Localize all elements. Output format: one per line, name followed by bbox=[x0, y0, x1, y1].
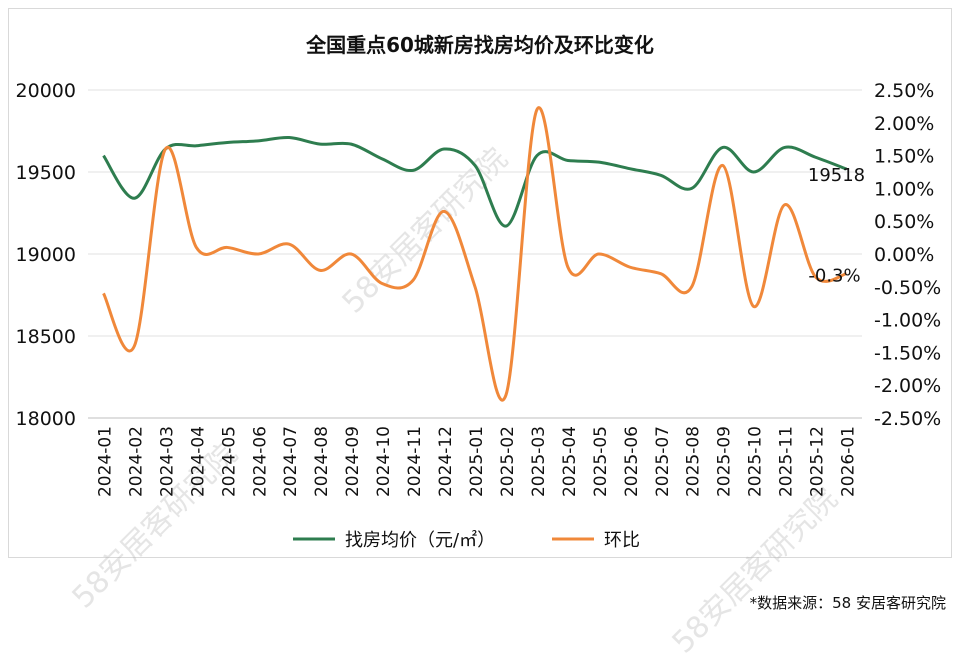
x-tick-label: 2024-09 bbox=[343, 426, 363, 497]
x-tick-label: 2025-02 bbox=[498, 426, 518, 497]
left-tick-label: 20000 bbox=[16, 80, 76, 102]
x-tick-label: 2024-08 bbox=[312, 426, 332, 497]
x-tick-label: 2025-01 bbox=[467, 426, 487, 497]
chart: 全国重点60城新房找房均价及环比变化 18000 18500 19000 19500 20… bbox=[16, 33, 942, 551]
x-tick-label: 2024-03 bbox=[157, 426, 177, 497]
x-tick-label: 2025-03 bbox=[529, 426, 549, 497]
x-tick-label: 2025-07 bbox=[653, 426, 673, 497]
price-end-label: 19518 bbox=[808, 165, 865, 186]
right-tick-label: -0.50% bbox=[874, 277, 941, 299]
x-tick-label: 2024-02 bbox=[126, 426, 146, 497]
x-tick-label: 2026-01 bbox=[839, 426, 859, 497]
right-tick-label: 2.50% bbox=[874, 80, 934, 102]
right-tick-label: -1.50% bbox=[874, 342, 941, 364]
x-tick-label: 2025-12 bbox=[808, 426, 828, 497]
source-note: *数据来源：58 安居客研究院 bbox=[749, 594, 946, 612]
x-tick-label: 2025-09 bbox=[715, 426, 735, 497]
chart-frame bbox=[8, 8, 952, 558]
x-tick-label: 2024-01 bbox=[95, 426, 115, 497]
x-tick-label: 2025-10 bbox=[746, 426, 766, 497]
left-tick-label: 19000 bbox=[16, 244, 76, 266]
x-tick-label: 2024-12 bbox=[436, 426, 456, 497]
left-tick-label: 19500 bbox=[16, 162, 76, 184]
x-tick-label: 2025-11 bbox=[777, 426, 797, 497]
right-tick-label: -2.50% bbox=[874, 408, 941, 430]
x-tick-label: 2024-05 bbox=[219, 426, 239, 497]
x-tick-label: 2025-06 bbox=[622, 426, 642, 497]
right-tick-label: -2.00% bbox=[874, 375, 941, 397]
right-tick-label: 2.00% bbox=[874, 113, 934, 135]
x-tick-label: 2024-11 bbox=[405, 426, 425, 497]
x-tick-label: 2025-08 bbox=[684, 426, 704, 497]
x-tick-label: 2025-04 bbox=[560, 426, 580, 497]
x-tick-label: 2024-10 bbox=[374, 426, 394, 497]
x-tick-label: 2024-06 bbox=[250, 426, 270, 497]
right-tick-label: -1.00% bbox=[874, 310, 941, 332]
legend-label-mom: 环比 bbox=[604, 530, 640, 551]
price-series-line bbox=[102, 136, 848, 228]
chart-title: 全国重点60城新房找房均价及环比变化 bbox=[305, 33, 654, 57]
left-tick-label: 18500 bbox=[16, 326, 76, 348]
left-tick-label: 18000 bbox=[16, 408, 76, 430]
x-tick-label: 2024-07 bbox=[281, 426, 301, 497]
right-tick-label: 1.50% bbox=[874, 146, 934, 168]
mom-series-line bbox=[102, 106, 847, 402]
mom-end-label: -0.3% bbox=[808, 266, 860, 287]
x-tick-label: 2024-04 bbox=[188, 426, 208, 497]
legend-label-price: 找房均价（元/㎡） bbox=[345, 529, 495, 551]
right-tick-label: 0.00% bbox=[874, 244, 934, 266]
x-tick-label: 2025-05 bbox=[591, 426, 611, 497]
right-tick-label: 1.00% bbox=[874, 178, 934, 200]
right-tick-label: 0.50% bbox=[874, 211, 934, 233]
